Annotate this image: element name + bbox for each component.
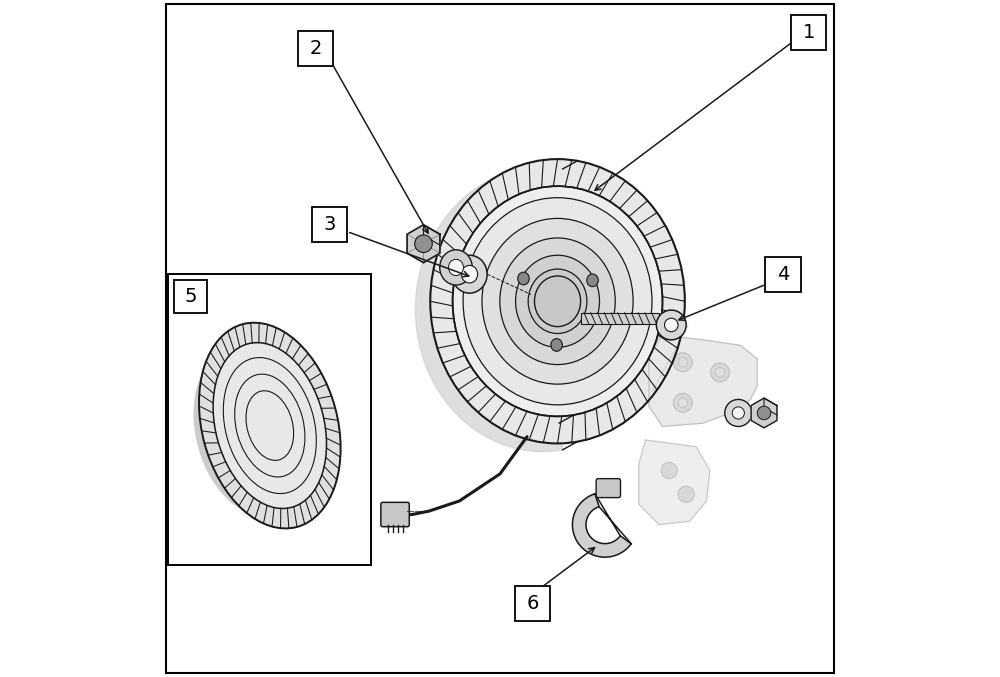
FancyBboxPatch shape (312, 207, 347, 242)
Ellipse shape (732, 407, 744, 419)
Ellipse shape (534, 276, 581, 326)
Ellipse shape (673, 353, 692, 372)
Text: 4: 4 (777, 265, 789, 284)
FancyBboxPatch shape (174, 280, 207, 313)
Ellipse shape (661, 462, 677, 479)
Text: 2: 2 (310, 39, 322, 58)
FancyBboxPatch shape (298, 31, 333, 66)
Ellipse shape (516, 255, 600, 347)
Ellipse shape (757, 406, 771, 420)
Polygon shape (407, 225, 440, 263)
Polygon shape (649, 335, 757, 427)
Polygon shape (194, 323, 324, 529)
FancyBboxPatch shape (581, 313, 659, 324)
Ellipse shape (452, 255, 487, 293)
Text: 3: 3 (323, 215, 336, 234)
Polygon shape (415, 167, 563, 452)
Polygon shape (639, 440, 710, 525)
Ellipse shape (463, 198, 652, 405)
Ellipse shape (213, 343, 327, 508)
Ellipse shape (551, 338, 562, 351)
Polygon shape (423, 225, 440, 245)
Polygon shape (751, 398, 777, 428)
FancyBboxPatch shape (791, 15, 826, 50)
Ellipse shape (656, 310, 686, 340)
Ellipse shape (673, 393, 692, 412)
Ellipse shape (678, 357, 688, 367)
Ellipse shape (461, 265, 478, 283)
Polygon shape (572, 494, 631, 557)
Ellipse shape (665, 318, 678, 332)
FancyBboxPatch shape (765, 257, 801, 292)
FancyBboxPatch shape (168, 274, 371, 565)
Polygon shape (199, 323, 341, 529)
Ellipse shape (528, 269, 587, 334)
Ellipse shape (449, 259, 463, 276)
Ellipse shape (415, 235, 432, 253)
Ellipse shape (518, 272, 529, 285)
Ellipse shape (587, 274, 598, 286)
Ellipse shape (715, 368, 725, 377)
Ellipse shape (678, 486, 694, 502)
Ellipse shape (678, 398, 688, 408)
Ellipse shape (725, 399, 752, 427)
Text: 1: 1 (803, 23, 815, 42)
Ellipse shape (453, 186, 662, 416)
Text: 5: 5 (184, 287, 197, 306)
Ellipse shape (482, 219, 633, 384)
FancyBboxPatch shape (515, 586, 550, 621)
Ellipse shape (500, 238, 615, 364)
Ellipse shape (711, 363, 730, 382)
FancyBboxPatch shape (596, 479, 621, 498)
Ellipse shape (440, 250, 472, 285)
Polygon shape (764, 398, 777, 415)
Polygon shape (430, 159, 685, 443)
FancyBboxPatch shape (381, 502, 409, 527)
Text: 6: 6 (526, 594, 539, 613)
